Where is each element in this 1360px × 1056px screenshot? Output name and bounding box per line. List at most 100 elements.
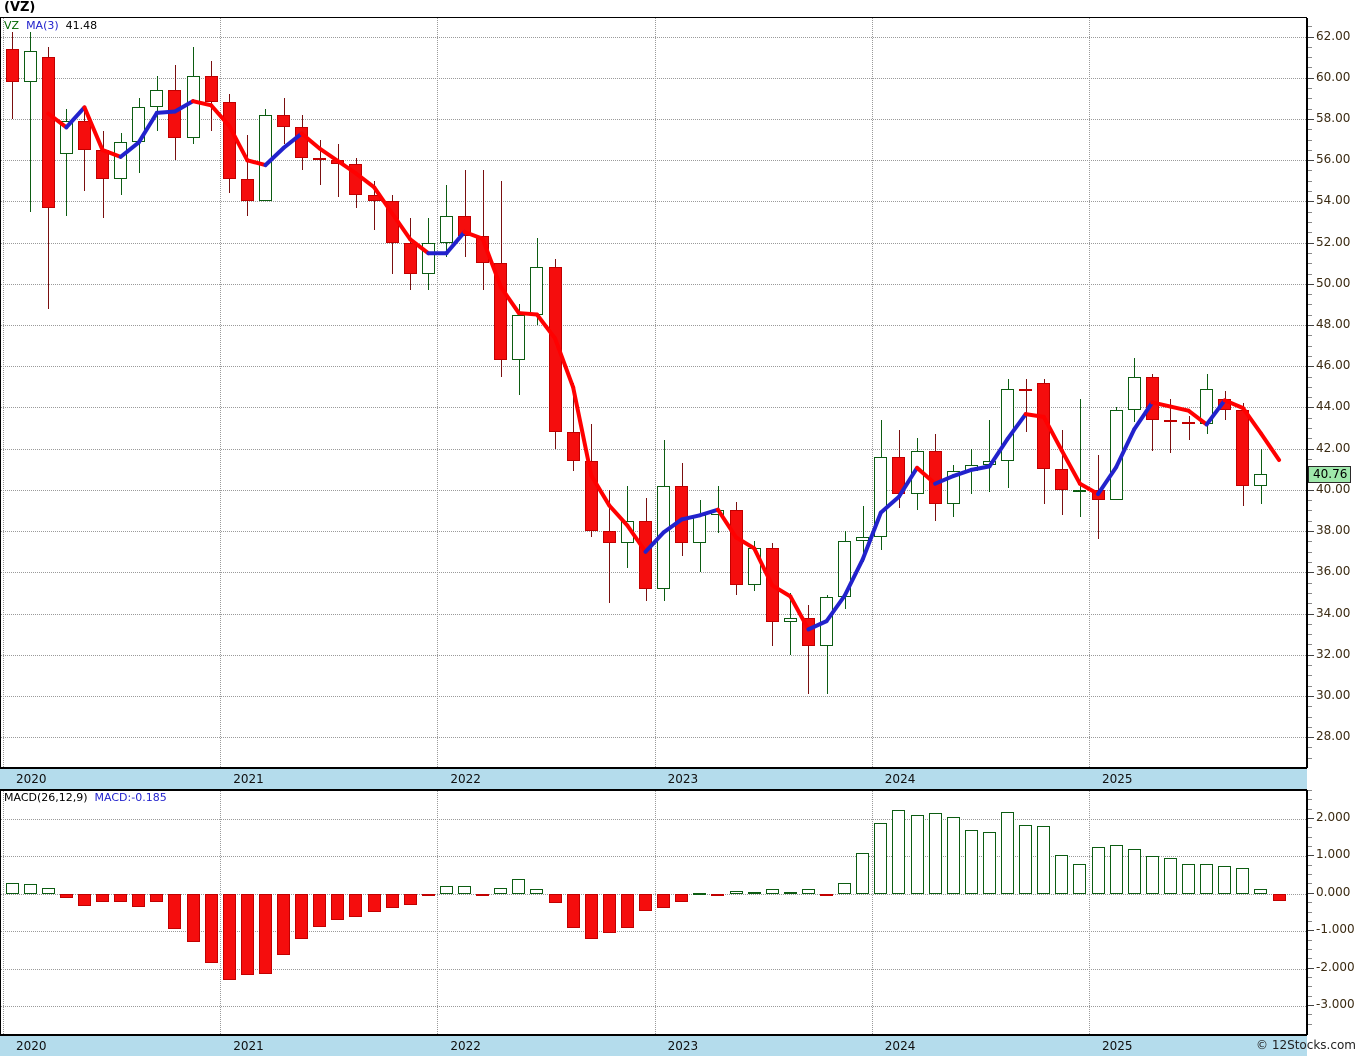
candle-body[interactable] xyxy=(385,201,399,243)
x-axis-band-price[interactable]: 2020 2021 2022 2023 2024 2025 xyxy=(0,768,1307,790)
macd-histogram-bar[interactable] xyxy=(982,832,996,894)
candle-body[interactable] xyxy=(910,450,924,494)
candle-body[interactable] xyxy=(1055,469,1069,490)
macd-histogram-bar[interactable] xyxy=(729,890,743,894)
macd-histogram-bar[interactable] xyxy=(783,891,797,894)
candle-body[interactable] xyxy=(693,514,707,544)
macd-histogram-bar[interactable] xyxy=(1200,863,1214,894)
candle-body[interactable] xyxy=(675,485,689,544)
candle-body[interactable] xyxy=(801,617,815,647)
macd-histogram-bar[interactable] xyxy=(168,893,182,929)
macd-histogram-bar[interactable] xyxy=(186,893,200,942)
macd-histogram-bar[interactable] xyxy=(277,893,291,956)
candle-body[interactable] xyxy=(458,215,472,237)
macd-histogram-bar[interactable] xyxy=(820,893,834,897)
candle-body[interactable] xyxy=(1091,489,1105,501)
candle-body[interactable] xyxy=(367,195,381,202)
candle-body[interactable] xyxy=(620,520,634,544)
candle-body[interactable] xyxy=(23,50,37,82)
macd-histogram-bar[interactable] xyxy=(331,893,345,920)
candle-body[interactable] xyxy=(711,510,725,515)
macd-histogram-bar[interactable] xyxy=(222,893,236,980)
macd-histogram-bar[interactable] xyxy=(114,893,128,903)
candle-body[interactable] xyxy=(168,90,182,138)
macd-histogram-bar[interactable] xyxy=(1073,863,1087,894)
macd-histogram-bar[interactable] xyxy=(150,893,164,902)
macd-histogram-bar[interactable] xyxy=(5,882,19,894)
macd-histogram-bar[interactable] xyxy=(765,889,779,894)
candle-body[interactable] xyxy=(96,149,110,179)
candle-body[interactable] xyxy=(439,215,453,243)
candle-body[interactable] xyxy=(892,456,906,494)
macd-histogram-bar[interactable] xyxy=(512,878,526,894)
macd-histogram-bar[interactable] xyxy=(1236,867,1250,894)
macd-histogram-bar[interactable] xyxy=(1019,824,1033,894)
candle-body[interactable] xyxy=(566,432,580,462)
candle-body[interactable] xyxy=(1236,409,1250,486)
candle-body[interactable] xyxy=(1218,399,1232,410)
candle-body[interactable] xyxy=(982,461,996,466)
macd-histogram-bar[interactable] xyxy=(295,893,309,939)
macd-histogram-bar[interactable] xyxy=(96,893,110,903)
candle-body[interactable] xyxy=(295,127,309,159)
macd-histogram-bar[interactable] xyxy=(874,822,888,894)
x-axis-band-macd[interactable]: 2020 2021 2022 2023 2024 2025 xyxy=(0,1035,1307,1056)
macd-histogram-bar[interactable] xyxy=(1109,845,1123,894)
macd-histogram-bar[interactable] xyxy=(439,886,453,894)
candle-body[interactable] xyxy=(783,617,797,622)
macd-histogram-bar[interactable] xyxy=(1218,865,1232,894)
candle-body[interactable] xyxy=(1019,388,1033,391)
macd-histogram-bar[interactable] xyxy=(1163,858,1177,894)
candle-body[interactable] xyxy=(421,242,435,274)
candle-body[interactable] xyxy=(41,57,55,208)
candle-body[interactable] xyxy=(59,121,73,154)
macd-histogram-bar[interactable] xyxy=(458,885,472,894)
macd-histogram-bar[interactable] xyxy=(892,809,906,894)
macd-histogram-bar[interactable] xyxy=(1145,856,1159,894)
candle-body[interactable] xyxy=(964,465,978,472)
macd-histogram-bar[interactable] xyxy=(548,893,562,904)
macd-histogram-bar[interactable] xyxy=(856,852,870,894)
candle-body[interactable] xyxy=(1200,388,1214,424)
candle-body[interactable] xyxy=(639,520,653,589)
candle-body[interactable] xyxy=(494,263,508,361)
macd-histogram-bar[interactable] xyxy=(494,887,508,894)
candle-body[interactable] xyxy=(856,537,870,542)
macd-histogram-bar[interactable] xyxy=(602,893,616,934)
macd-histogram-bar[interactable] xyxy=(132,893,146,908)
macd-plot-area[interactable] xyxy=(1,791,1306,1034)
macd-histogram-bar[interactable] xyxy=(1182,863,1196,894)
macd-histogram-bar[interactable] xyxy=(77,893,91,906)
candle-body[interactable] xyxy=(132,106,146,142)
macd-histogram-bar[interactable] xyxy=(1001,811,1015,894)
candle-body[interactable] xyxy=(1163,419,1177,422)
macd-histogram-bar[interactable] xyxy=(1037,825,1051,894)
macd-histogram-bar[interactable] xyxy=(838,883,852,894)
macd-histogram-bar[interactable] xyxy=(240,893,254,976)
candle-body[interactable] xyxy=(222,102,236,179)
macd-histogram-bar[interactable] xyxy=(1272,893,1286,901)
candle-body[interactable] xyxy=(349,164,363,196)
macd-histogram-bar[interactable] xyxy=(349,893,363,918)
candle-body[interactable] xyxy=(530,267,544,315)
macd-histogram-bar[interactable] xyxy=(711,893,725,896)
macd-histogram-bar[interactable] xyxy=(476,893,490,897)
macd-histogram-bar[interactable] xyxy=(59,893,73,899)
macd-histogram-bar[interactable] xyxy=(946,817,960,894)
candle-body[interactable] xyxy=(331,160,345,165)
candle-body[interactable] xyxy=(403,242,417,274)
macd-histogram-bar[interactable] xyxy=(639,893,653,911)
candle-body[interactable] xyxy=(584,461,598,532)
candle-body[interactable] xyxy=(476,236,490,264)
candle-body[interactable] xyxy=(838,541,852,598)
candle-body[interactable] xyxy=(186,75,200,138)
candle-body[interactable] xyxy=(1254,474,1268,486)
candle-body[interactable] xyxy=(5,48,19,82)
macd-histogram-bar[interactable] xyxy=(258,893,272,975)
macd-histogram-bar[interactable] xyxy=(41,887,55,894)
candle-body[interactable] xyxy=(747,547,761,585)
candle-body[interactable] xyxy=(657,485,671,589)
macd-histogram-bar[interactable] xyxy=(657,893,671,908)
candle-body[interactable] xyxy=(1001,388,1015,462)
macd-histogram-bar[interactable] xyxy=(204,893,218,963)
